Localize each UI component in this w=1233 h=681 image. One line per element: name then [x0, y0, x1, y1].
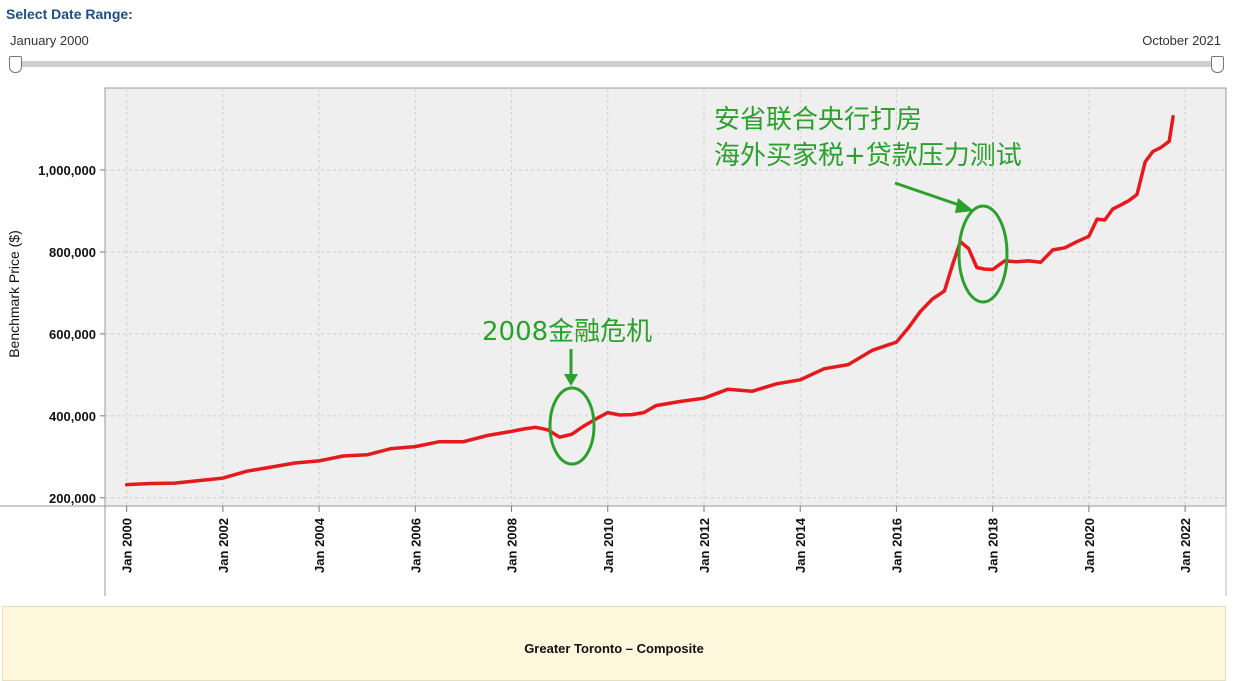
- y-tick-label: 1,000,000: [38, 163, 96, 178]
- date-range-end-handle[interactable]: [1211, 56, 1224, 73]
- range-end-label: October 2021: [1142, 33, 1221, 48]
- plot-area: [104, 87, 1227, 507]
- x-tick-label: Jan 2014: [793, 517, 808, 573]
- y-tick-label: 400,000: [49, 409, 96, 424]
- annotation-2017-text-line2: 海外买家税+贷款压力测试: [714, 141, 1022, 171]
- x-tick-label: Jan 2008: [505, 518, 520, 573]
- annotation-2017-arrow-head: [955, 198, 974, 213]
- y-tick-label: 600,000: [49, 327, 96, 342]
- y-tick-label: 800,000: [49, 245, 96, 260]
- price-chart: 200,000 400,000 600,000 800,000 1,000,000 Ja…: [0, 87, 1227, 596]
- date-range-slider-track[interactable]: [16, 61, 1216, 67]
- x-tick-label: Jan 2022: [1178, 518, 1193, 573]
- x-tick-label: Jan 2010: [601, 518, 616, 573]
- x-tick-label: Jan 2006: [408, 518, 423, 573]
- x-tick-label: Jan 2020: [1082, 518, 1097, 573]
- x-tick-label: Jan 2018: [986, 518, 1001, 573]
- annotation-2008-text: 2008金融危机: [482, 317, 652, 347]
- series-line: [124, 114, 1175, 487]
- x-tick-label: Jan 2012: [697, 518, 712, 573]
- x-tick-label: Jan 2000: [120, 518, 135, 573]
- range-start-label: January 2000: [10, 33, 89, 48]
- annotation-2017-arrow-line: [894, 181, 963, 208]
- range-title: Select Date Range:: [6, 6, 133, 22]
- annotation-2017-text-line1: 安省联合央行打房: [714, 105, 922, 135]
- annotation-2017-circle: [957, 204, 1009, 304]
- annotation-2008-circle: [548, 386, 596, 466]
- footer-panel: Greater Toronto – Composite: [2, 606, 1226, 681]
- y-axis-label: Benchmark Price ($): [6, 230, 22, 358]
- x-axis-band: [105, 506, 1226, 596]
- date-range-start-handle[interactable]: [9, 56, 22, 73]
- x-tick-label: Jan 2016: [889, 518, 904, 573]
- x-tick-label: Jan 2004: [312, 517, 327, 573]
- x-tick-label: Jan 2002: [216, 518, 231, 573]
- y-tick-label: 200,000: [49, 491, 96, 506]
- footer-title: Greater Toronto – Composite: [524, 641, 704, 656]
- annotation-2008-arrow-head: [564, 374, 578, 386]
